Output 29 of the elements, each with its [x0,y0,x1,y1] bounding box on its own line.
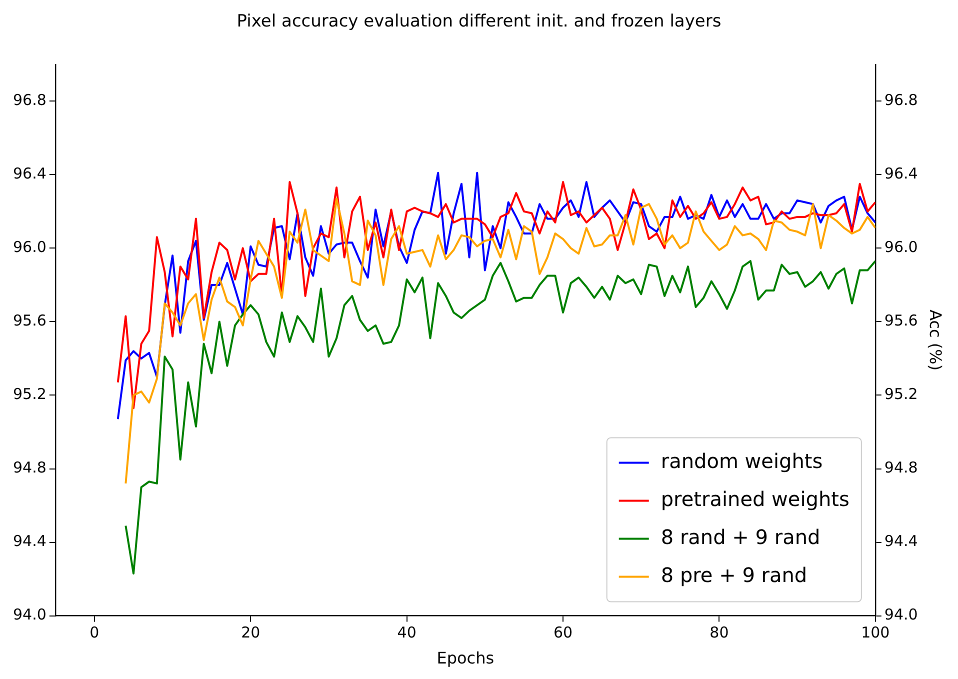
y2-tick-label: 96.0 [884,238,918,256]
y-tick-label: 94.0 [12,606,46,624]
chart-title: Pixel accuracy evaluation different init. and frozen layers [236,12,722,32]
y2-tick-label: 96.8 [884,91,918,110]
x-tick-label: 60 [553,624,573,642]
y-tick-label: 95.2 [12,385,46,404]
x-tick-label: 100 [861,624,890,642]
legend-label: random weights [660,449,823,474]
x-tick-label: 40 [397,624,416,642]
y2-tick-label: 95.6 [884,312,918,330]
y-tick-label: 94.8 [12,458,46,477]
y2-tick-label: 95.2 [884,385,918,404]
x-tick-label: 80 [710,624,729,642]
y2-tick-label: 96.4 [884,164,918,183]
y2-axis-title: Acc (%) [926,310,946,371]
legend-label: 8 pre + 9 rand [660,563,808,588]
y2-tick-label: 94.4 [884,532,918,550]
x-axis-title: Epochs [436,648,494,668]
y-tick-label: 96.8 [12,91,46,110]
x-tick-label: 20 [241,624,260,642]
x-tick-label: 0 [90,624,100,642]
y-tick-label: 95.6 [12,312,46,330]
legend-label: 8 rand + 9 rand [660,525,820,550]
y-tick-label: 94.4 [12,532,46,550]
y2-tick-label: 94.0 [884,606,918,624]
legend-label: pretrained weights [660,487,850,512]
y-tick-label: 96.0 [12,238,46,256]
y-tick-label: 96.4 [12,164,46,183]
y2-tick-label: 94.8 [884,458,918,477]
